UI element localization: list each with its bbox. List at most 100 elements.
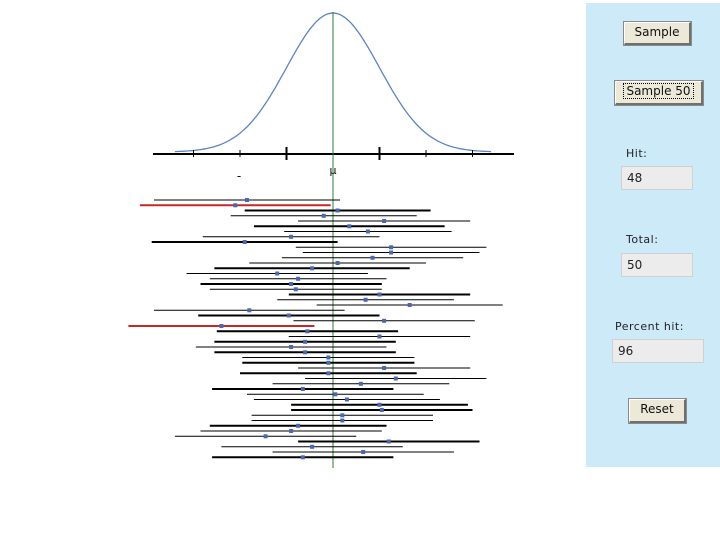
interval-38 xyxy=(247,392,424,397)
sample-mean-point xyxy=(321,213,326,218)
sample-mean-point xyxy=(363,297,368,302)
mean-label: μ xyxy=(330,164,337,177)
interval-3 xyxy=(244,208,431,213)
sample-50-button-label: Sample 50 xyxy=(623,83,694,99)
sample-50-button[interactable]: Sample 50 xyxy=(614,80,704,106)
interval-32 xyxy=(242,360,415,365)
sample-mean-point xyxy=(293,287,298,292)
interval-6 xyxy=(254,224,445,229)
sample-mean-point xyxy=(303,350,308,355)
interval-11 xyxy=(302,250,480,255)
interval-44 xyxy=(209,423,387,428)
sample-mean-point xyxy=(300,387,305,391)
sample-mean-point xyxy=(289,282,294,286)
sample-mean-point xyxy=(303,339,308,344)
sample-mean-point xyxy=(296,276,301,281)
interval-40 xyxy=(291,402,468,407)
sample-mean-point xyxy=(344,397,349,402)
interval-28 xyxy=(214,339,396,344)
sample-mean-point xyxy=(361,450,366,454)
interval-46 xyxy=(174,434,357,439)
interval-27 xyxy=(288,334,471,339)
interval-41 xyxy=(291,408,473,412)
sample-button-label: Sample xyxy=(634,25,680,39)
sample-mean-point xyxy=(379,408,384,412)
sample-mean-point xyxy=(242,240,247,244)
sample-mean-point xyxy=(310,266,315,271)
interval-50 xyxy=(212,455,394,460)
interval-8 xyxy=(202,234,380,239)
sampling-plot: μ - xyxy=(128,12,514,468)
sample-mean-point xyxy=(326,360,331,365)
sample-mean-point xyxy=(377,402,382,407)
sample-mean-point xyxy=(335,208,340,213)
interval-29 xyxy=(195,345,387,349)
interval-22 xyxy=(154,308,345,313)
sample-mean-point xyxy=(263,434,268,439)
interval-30 xyxy=(214,350,396,355)
interval-26 xyxy=(216,329,399,334)
interval-2 xyxy=(140,203,331,208)
hit-label: Hit: xyxy=(626,147,648,160)
interval-14 xyxy=(214,266,410,271)
sample-mean-point xyxy=(335,261,340,265)
hit-field[interactable]: 48 xyxy=(621,166,693,190)
sample-mean-point xyxy=(389,245,394,250)
sample-mean-point xyxy=(340,418,345,423)
interval-25 xyxy=(128,324,315,328)
interval-19 xyxy=(288,292,471,297)
interval-49 xyxy=(272,450,454,454)
interval-47 xyxy=(298,439,480,444)
interval-39 xyxy=(253,397,440,402)
sample-mean-point xyxy=(300,455,305,460)
reset-button-label: Reset xyxy=(640,402,674,416)
interval-12 xyxy=(281,255,464,260)
sample-mean-point xyxy=(382,219,387,223)
interval-45 xyxy=(200,429,382,433)
percent-hit-field[interactable]: 96 xyxy=(612,339,704,363)
sample-mean-point xyxy=(393,376,398,381)
sample-mean-point xyxy=(365,229,370,234)
sample-mean-point xyxy=(305,329,310,334)
interval-42 xyxy=(251,413,433,418)
interval-33 xyxy=(298,366,471,370)
interval-1 xyxy=(154,198,340,202)
sample-mean-point xyxy=(275,271,280,276)
sample-mean-point xyxy=(286,313,291,318)
sample-mean-point xyxy=(358,381,363,386)
total-field[interactable]: 50 xyxy=(621,253,693,277)
sample-mean-point xyxy=(219,324,224,328)
reset-button[interactable]: Reset xyxy=(628,398,687,424)
sample-mean-point xyxy=(377,292,382,297)
interval-7 xyxy=(284,229,452,234)
interval-13 xyxy=(249,261,426,265)
interval-4 xyxy=(230,213,417,218)
sample-mean-point xyxy=(333,392,338,397)
interval-37 xyxy=(212,387,394,391)
sample-mean-point xyxy=(340,413,345,418)
sample-mean-point xyxy=(377,334,382,339)
total-label: Total: xyxy=(626,233,659,246)
interval-21 xyxy=(316,303,503,307)
sample-button[interactable]: Sample xyxy=(623,21,692,46)
interval-15 xyxy=(186,271,368,276)
sample-mean-point xyxy=(245,198,249,202)
interval-18 xyxy=(209,287,382,292)
interval-36 xyxy=(272,381,450,386)
sample-mean-point xyxy=(247,308,252,313)
interval-35 xyxy=(305,376,487,381)
sample-mean-point xyxy=(386,439,391,444)
sample-mean-point xyxy=(407,303,412,307)
sample-mean-point xyxy=(382,318,387,323)
interval-10 xyxy=(295,245,487,250)
left-tick-label: - xyxy=(237,169,241,183)
interval-9 xyxy=(151,240,338,244)
interval-17 xyxy=(200,282,382,286)
control-panel: Sample Sample 50 Hit: 48 Total: 50 Perce… xyxy=(586,3,720,467)
interval-5 xyxy=(298,219,471,223)
interval-48 xyxy=(221,444,403,449)
sample-mean-point xyxy=(326,355,331,360)
sample-mean-point xyxy=(296,423,301,428)
confidence-intervals xyxy=(128,198,503,460)
sample-mean-point xyxy=(289,345,294,349)
